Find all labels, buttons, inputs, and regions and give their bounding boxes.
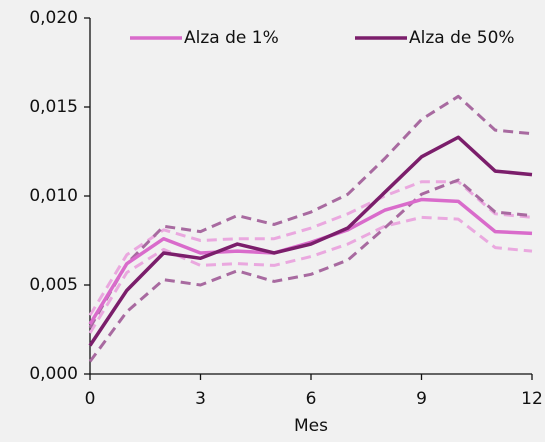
- band-lower-line: [88, 215, 533, 334]
- band-upper-line: [88, 180, 533, 317]
- x-tick-label: 9: [416, 389, 427, 409]
- band-lower-line: [88, 178, 533, 363]
- legend-label: Alza de 50%: [409, 28, 515, 48]
- x-tick-label: 6: [306, 389, 317, 409]
- band-upper-line: [88, 94, 533, 329]
- x-tick-label: 3: [195, 389, 206, 409]
- y-tick-label: 0,005: [29, 275, 78, 295]
- y-tick-label: 0,020: [29, 8, 78, 28]
- y-tick-label: 0,015: [29, 97, 78, 117]
- y-tick-label: 0,010: [29, 186, 78, 206]
- legend-label: Alza de 1%: [184, 28, 279, 48]
- line: [88, 135, 533, 347]
- x-tick-label: 12: [521, 389, 543, 409]
- x-tick-label: 0: [85, 389, 96, 409]
- y-tick-label: 0,000: [29, 364, 78, 384]
- x-axis-label: Mes: [294, 416, 328, 436]
